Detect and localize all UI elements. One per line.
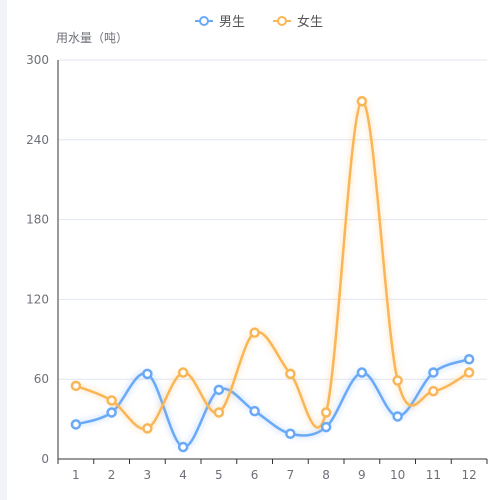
data-point[interactable]: [142, 368, 153, 380]
x-tick-label: 6: [251, 468, 259, 482]
legend-label: 女生: [297, 14, 323, 30]
grid-lines: [58, 59, 487, 380]
y-tick-label: 240: [26, 133, 49, 147]
data-point[interactable]: [320, 421, 332, 433]
data-point[interactable]: [70, 380, 82, 392]
x-tick-label: 9: [358, 468, 366, 482]
data-point[interactable]: [356, 367, 368, 378]
data-point[interactable]: [213, 407, 225, 418]
data-point[interactable]: [320, 407, 332, 418]
data-point[interactable]: [249, 405, 260, 417]
x-tick-label: 5: [215, 468, 223, 482]
x-tick-label: 3: [144, 468, 152, 482]
data-point[interactable]: [142, 423, 153, 434]
data-point[interactable]: [356, 95, 368, 107]
x-tick-label: 10: [390, 468, 405, 482]
data-point[interactable]: [392, 411, 403, 422]
data-point[interactable]: [428, 385, 439, 397]
data-point[interactable]: [285, 428, 296, 439]
data-point[interactable]: [213, 384, 225, 396]
x-tick-label: 1: [72, 468, 80, 482]
y-axis-label: 用水量（吨）: [56, 31, 128, 45]
x-tick-label: 4: [179, 468, 187, 482]
data-point[interactable]: [428, 367, 439, 378]
chart-legend[interactable]: 男生 女生: [195, 14, 323, 30]
series-layer: [70, 95, 475, 453]
y-tick-label: 60: [34, 372, 49, 386]
x-tick-label: 12: [461, 468, 476, 482]
data-point[interactable]: [463, 354, 475, 365]
data-point[interactable]: [177, 441, 189, 453]
y-tick-label: 300: [26, 53, 49, 67]
data-point[interactable]: [285, 368, 296, 380]
data-point[interactable]: [106, 395, 117, 406]
data-point[interactable]: [249, 327, 260, 338]
data-point[interactable]: [106, 407, 117, 418]
y-tick-label: 180: [26, 213, 49, 227]
x-tick-label: 7: [287, 468, 295, 482]
x-axis: 1 2 3 4 5 6 7 8 9 10 11 12: [57, 458, 488, 482]
legend-item[interactable]: 男生: [195, 15, 245, 30]
x-tick-label: 8: [322, 468, 330, 482]
data-point[interactable]: [177, 367, 189, 378]
y-axis-ticks: 0 60 120 180 240 300: [26, 53, 59, 466]
legend-item[interactable]: 女生: [273, 14, 323, 30]
data-point[interactable]: [392, 375, 403, 386]
x-tick-label: 2: [108, 468, 116, 482]
x-tick-label: 11: [426, 468, 441, 482]
legend-label: 男生: [219, 15, 245, 30]
legend-marker-icon: [199, 16, 209, 26]
data-point[interactable]: [70, 419, 82, 430]
left-edge-strip: [0, 0, 7, 500]
y-tick-label: 120: [26, 292, 49, 306]
data-point[interactable]: [463, 367, 475, 378]
y-tick-label: 0: [41, 452, 49, 466]
legend-marker-icon: [277, 16, 287, 26]
